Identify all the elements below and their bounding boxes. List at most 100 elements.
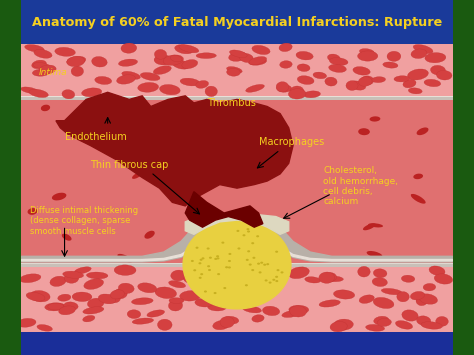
Ellipse shape bbox=[377, 318, 392, 326]
Ellipse shape bbox=[207, 265, 210, 267]
Ellipse shape bbox=[67, 56, 86, 65]
Ellipse shape bbox=[290, 86, 304, 96]
Ellipse shape bbox=[383, 62, 398, 68]
Ellipse shape bbox=[277, 84, 292, 92]
Ellipse shape bbox=[200, 273, 203, 275]
Polygon shape bbox=[21, 218, 216, 262]
Ellipse shape bbox=[372, 278, 387, 286]
Ellipse shape bbox=[41, 105, 50, 111]
Ellipse shape bbox=[82, 315, 95, 322]
Ellipse shape bbox=[87, 298, 104, 308]
Ellipse shape bbox=[434, 274, 453, 284]
Ellipse shape bbox=[243, 234, 246, 236]
Polygon shape bbox=[258, 218, 453, 262]
Polygon shape bbox=[21, 222, 216, 261]
Ellipse shape bbox=[84, 279, 103, 289]
Ellipse shape bbox=[269, 282, 272, 284]
Ellipse shape bbox=[160, 84, 180, 95]
Ellipse shape bbox=[45, 303, 65, 311]
Ellipse shape bbox=[208, 303, 227, 311]
Ellipse shape bbox=[266, 263, 269, 265]
Ellipse shape bbox=[413, 174, 423, 179]
Polygon shape bbox=[258, 222, 453, 261]
Text: Thin fibrous cap: Thin fibrous cap bbox=[91, 160, 169, 170]
Ellipse shape bbox=[413, 44, 433, 54]
Ellipse shape bbox=[17, 318, 36, 327]
Ellipse shape bbox=[394, 76, 410, 82]
Ellipse shape bbox=[275, 251, 278, 253]
Ellipse shape bbox=[228, 260, 231, 262]
Bar bbox=[21, 266, 453, 332]
Ellipse shape bbox=[83, 307, 104, 314]
Ellipse shape bbox=[228, 266, 231, 268]
Ellipse shape bbox=[305, 277, 320, 283]
Bar bbox=[21, 264, 453, 267]
Ellipse shape bbox=[251, 269, 254, 271]
Ellipse shape bbox=[72, 292, 92, 301]
Ellipse shape bbox=[276, 82, 289, 92]
Ellipse shape bbox=[180, 78, 200, 86]
Ellipse shape bbox=[421, 322, 442, 329]
Ellipse shape bbox=[173, 60, 190, 69]
Ellipse shape bbox=[62, 234, 72, 241]
Ellipse shape bbox=[153, 66, 171, 75]
Ellipse shape bbox=[257, 263, 260, 265]
Ellipse shape bbox=[138, 283, 157, 293]
Ellipse shape bbox=[175, 45, 193, 54]
Ellipse shape bbox=[163, 55, 183, 65]
Ellipse shape bbox=[328, 54, 340, 62]
Ellipse shape bbox=[180, 291, 201, 301]
Ellipse shape bbox=[288, 267, 310, 279]
Ellipse shape bbox=[127, 310, 141, 318]
Ellipse shape bbox=[64, 273, 79, 283]
Ellipse shape bbox=[227, 69, 240, 76]
Ellipse shape bbox=[436, 316, 448, 326]
Ellipse shape bbox=[358, 77, 372, 86]
Ellipse shape bbox=[217, 257, 219, 260]
Ellipse shape bbox=[205, 86, 218, 97]
Ellipse shape bbox=[297, 76, 314, 84]
Ellipse shape bbox=[171, 270, 186, 281]
Ellipse shape bbox=[195, 298, 213, 307]
Ellipse shape bbox=[296, 51, 313, 60]
Ellipse shape bbox=[216, 255, 219, 257]
Ellipse shape bbox=[328, 64, 346, 72]
Bar bbox=[21, 97, 453, 100]
Ellipse shape bbox=[237, 295, 256, 306]
Ellipse shape bbox=[255, 274, 277, 286]
Ellipse shape bbox=[220, 317, 234, 328]
Ellipse shape bbox=[395, 321, 412, 329]
Ellipse shape bbox=[397, 292, 409, 302]
Ellipse shape bbox=[319, 272, 335, 283]
Text: Thrombus: Thrombus bbox=[207, 98, 255, 108]
Ellipse shape bbox=[26, 292, 45, 301]
Ellipse shape bbox=[204, 290, 207, 293]
Ellipse shape bbox=[325, 77, 337, 86]
Ellipse shape bbox=[237, 247, 240, 250]
Ellipse shape bbox=[199, 277, 201, 279]
Ellipse shape bbox=[363, 223, 376, 230]
Text: Diffuse intimal thickening
(dense collagen, sparse
smooth muscle cells: Diffuse intimal thickening (dense collag… bbox=[30, 206, 138, 236]
Ellipse shape bbox=[217, 277, 237, 284]
Ellipse shape bbox=[373, 297, 394, 308]
Ellipse shape bbox=[19, 274, 41, 283]
Text: Cholesterol,
old hemorrhage,
cell debris,
calcium: Cholesterol, old hemorrhage, cell debris… bbox=[323, 166, 398, 207]
Ellipse shape bbox=[346, 81, 358, 91]
Ellipse shape bbox=[408, 69, 428, 80]
Ellipse shape bbox=[288, 89, 306, 99]
Ellipse shape bbox=[67, 56, 85, 67]
Ellipse shape bbox=[21, 87, 38, 93]
Ellipse shape bbox=[201, 257, 204, 260]
Ellipse shape bbox=[247, 230, 250, 233]
Ellipse shape bbox=[217, 273, 220, 275]
Ellipse shape bbox=[170, 55, 182, 62]
Ellipse shape bbox=[247, 250, 250, 252]
Ellipse shape bbox=[121, 43, 137, 53]
Ellipse shape bbox=[282, 310, 301, 317]
Ellipse shape bbox=[215, 297, 228, 306]
Ellipse shape bbox=[275, 276, 278, 278]
Ellipse shape bbox=[313, 72, 327, 79]
Ellipse shape bbox=[223, 316, 239, 324]
Ellipse shape bbox=[417, 316, 431, 326]
Ellipse shape bbox=[118, 254, 133, 262]
